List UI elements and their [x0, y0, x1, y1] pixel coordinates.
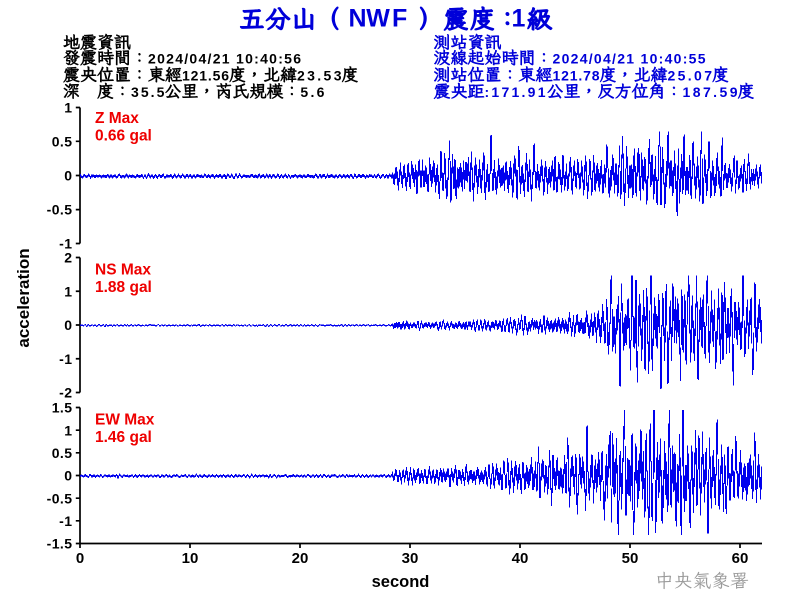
svg-text:10: 10	[182, 550, 199, 567]
svg-text:-1: -1	[59, 513, 72, 529]
svg-text:1.46 gal: 1.46 gal	[95, 429, 152, 446]
svg-text:5.6: 5.6	[300, 84, 324, 100]
svg-text:acceleration: acceleration	[14, 248, 33, 347]
svg-text:0.5: 0.5	[52, 133, 73, 149]
svg-text:25.07: 25.07	[668, 68, 713, 84]
svg-text:EW Max: EW Max	[95, 412, 155, 429]
svg-text:1: 1	[64, 283, 72, 299]
svg-text:second: second	[372, 573, 430, 591]
svg-text:NS Max: NS Max	[95, 262, 151, 279]
svg-text:-2: -2	[59, 385, 72, 401]
svg-text:0: 0	[64, 317, 72, 333]
svg-text:0: 0	[64, 468, 72, 484]
svg-text:2024/04/21 10:40:55: 2024/04/21 10:40:55	[553, 51, 706, 67]
svg-text:-1: -1	[59, 236, 72, 252]
svg-text:20: 20	[292, 550, 309, 567]
svg-text:2024/04/21 10:40:56: 2024/04/21 10:40:56	[148, 51, 301, 67]
svg-text:121.56: 121.56	[182, 68, 229, 84]
svg-text:0.66 gal: 0.66 gal	[95, 127, 152, 144]
svg-text:0: 0	[76, 550, 84, 567]
svg-text:-1.5: -1.5	[47, 536, 73, 552]
svg-text:35.5: 35.5	[131, 84, 165, 100]
svg-text:0: 0	[64, 168, 72, 184]
svg-text:187.59: 187.59	[683, 84, 738, 100]
svg-text:1.88 gal: 1.88 gal	[95, 279, 152, 296]
svg-text:50: 50	[622, 550, 639, 567]
svg-text:2: 2	[64, 250, 72, 266]
svg-text:1: 1	[64, 100, 72, 116]
svg-text:NWF: NWF	[349, 4, 408, 32]
svg-text:23.53: 23.53	[297, 68, 342, 84]
svg-text:40: 40	[512, 550, 529, 567]
svg-text:0.5: 0.5	[52, 445, 73, 461]
svg-text:1: 1	[512, 4, 526, 32]
svg-text:1: 1	[64, 422, 72, 438]
svg-text:121.78: 121.78	[553, 68, 600, 84]
svg-text:-0.5: -0.5	[47, 202, 73, 218]
svg-text:Z Max: Z Max	[95, 110, 139, 127]
svg-text:30: 30	[402, 550, 419, 567]
svg-text:-0.5: -0.5	[47, 490, 73, 506]
svg-text:-1: -1	[59, 351, 72, 367]
svg-text:60: 60	[732, 550, 749, 567]
svg-text:1.5: 1.5	[52, 400, 73, 416]
